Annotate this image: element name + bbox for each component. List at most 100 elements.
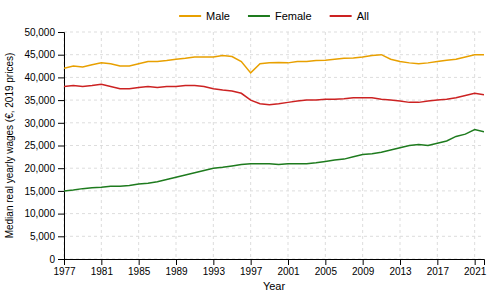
y-axis: 05,00010,00015,00020,00025,00030,00035,0… xyxy=(24,27,64,265)
tick: 1977 xyxy=(53,259,76,277)
tick-label: 2017 xyxy=(427,266,450,277)
legend-item: All xyxy=(330,10,369,22)
tick: 30,000 xyxy=(24,118,64,129)
tick: 15,000 xyxy=(24,186,64,197)
tick: 2021 xyxy=(464,259,487,277)
tick-label: 30,000 xyxy=(24,118,55,129)
tick: 1997 xyxy=(240,259,263,277)
grid-line-y xyxy=(64,54,484,55)
tick-mark xyxy=(58,123,64,124)
grid-line-x xyxy=(176,32,177,259)
grid-line-x xyxy=(474,32,475,259)
tick: 5,000 xyxy=(30,231,64,242)
tick-label: 1985 xyxy=(128,266,151,277)
tick-mark xyxy=(475,259,476,265)
tick-label: 45,000 xyxy=(24,49,55,60)
legend-label: All xyxy=(357,10,369,22)
tick-mark xyxy=(400,259,401,265)
tick: 50,000 xyxy=(24,27,64,38)
tick-mark xyxy=(58,236,64,237)
tick-label: 50,000 xyxy=(24,27,55,38)
x-axis-title: Year xyxy=(263,280,286,292)
tick: 20,000 xyxy=(24,163,64,174)
grid-line-x xyxy=(250,32,251,259)
grid xyxy=(64,32,484,259)
grid-line-y xyxy=(64,190,484,191)
tick-mark xyxy=(58,55,64,56)
grid-line-x xyxy=(138,32,139,259)
grid-line-y xyxy=(64,32,484,33)
legend-item: Female xyxy=(248,10,312,22)
grid-line-y xyxy=(64,236,484,237)
axis-line xyxy=(58,33,65,260)
grid-line-y xyxy=(64,100,484,101)
tick-mark xyxy=(288,259,289,265)
tick-label: 1977 xyxy=(53,266,76,277)
tick: 10,000 xyxy=(24,208,64,219)
tick-mark xyxy=(58,191,64,192)
tick-label: 20,000 xyxy=(24,163,55,174)
y-axis-title: Median real yearly wages (€, 2019 prices… xyxy=(4,53,15,239)
axis-line xyxy=(65,260,485,266)
tick: 2009 xyxy=(352,259,375,277)
tick-mark xyxy=(58,100,64,101)
tick: 35,000 xyxy=(24,95,64,106)
tick-mark xyxy=(58,259,64,260)
grid-line-x xyxy=(437,32,438,259)
tick-label: 2005 xyxy=(315,266,338,277)
series-line xyxy=(64,84,484,104)
tick-label: 10,000 xyxy=(24,208,55,219)
tick-mark xyxy=(213,259,214,265)
tick-label: 2001 xyxy=(277,266,300,277)
tick-label: 2021 xyxy=(464,266,487,277)
tick-label: 1989 xyxy=(165,266,188,277)
tick: 2017 xyxy=(427,259,450,277)
tick-mark xyxy=(251,259,252,265)
tick: 1985 xyxy=(128,259,151,277)
grid-line-x xyxy=(362,32,363,259)
tick-label: 15,000 xyxy=(24,186,55,197)
legend-item: Male xyxy=(179,10,230,22)
tick-mark xyxy=(176,259,177,265)
grid-line-x xyxy=(325,32,326,259)
tick: 25,000 xyxy=(24,140,64,151)
tick: 2005 xyxy=(315,259,338,277)
tick: 45,000 xyxy=(24,49,64,60)
grid-line-y xyxy=(64,213,484,214)
chart: 1977 1981 1985 1989 1993 1997 2001 2005 2009 2013… xyxy=(0,0,500,295)
tick-label: 2013 xyxy=(389,266,412,277)
grid-line-y xyxy=(64,77,484,78)
legend-swatch xyxy=(179,15,201,17)
series-line xyxy=(64,55,484,73)
legend: Male Female All xyxy=(179,10,369,22)
legend-swatch xyxy=(248,15,270,17)
tick-label: 25,000 xyxy=(24,140,55,151)
legend-label: Female xyxy=(275,10,312,22)
tick: 40,000 xyxy=(24,72,64,83)
tick-label: 2009 xyxy=(352,266,375,277)
tick-label: 35,000 xyxy=(24,95,55,106)
grid-line-x xyxy=(101,32,102,259)
plot-area xyxy=(64,55,484,191)
tick: 1989 xyxy=(165,259,188,277)
tick-mark xyxy=(139,259,140,265)
tick: 2001 xyxy=(277,259,300,277)
tick-mark xyxy=(58,168,64,169)
tick-mark xyxy=(58,214,64,215)
tick-label: 1993 xyxy=(203,266,226,277)
tick-label: 40,000 xyxy=(24,72,55,83)
tick: 1993 xyxy=(203,259,226,277)
tick-label: 1997 xyxy=(240,266,263,277)
legend-swatch xyxy=(330,15,352,17)
tick-mark xyxy=(363,259,364,265)
x-axis: 1977 1981 1985 1989 1993 1997 2001 2005 2009 2013… xyxy=(53,259,486,277)
tick-label: 1981 xyxy=(91,266,114,277)
tick-mark xyxy=(437,259,438,265)
tick-mark xyxy=(58,32,64,33)
tick: 2013 xyxy=(389,259,412,277)
grid-line-x xyxy=(213,32,214,259)
series-line xyxy=(64,130,484,191)
tick-label: 5,000 xyxy=(30,231,55,242)
grid-line-x xyxy=(288,32,289,259)
grid-line-y xyxy=(64,122,484,123)
